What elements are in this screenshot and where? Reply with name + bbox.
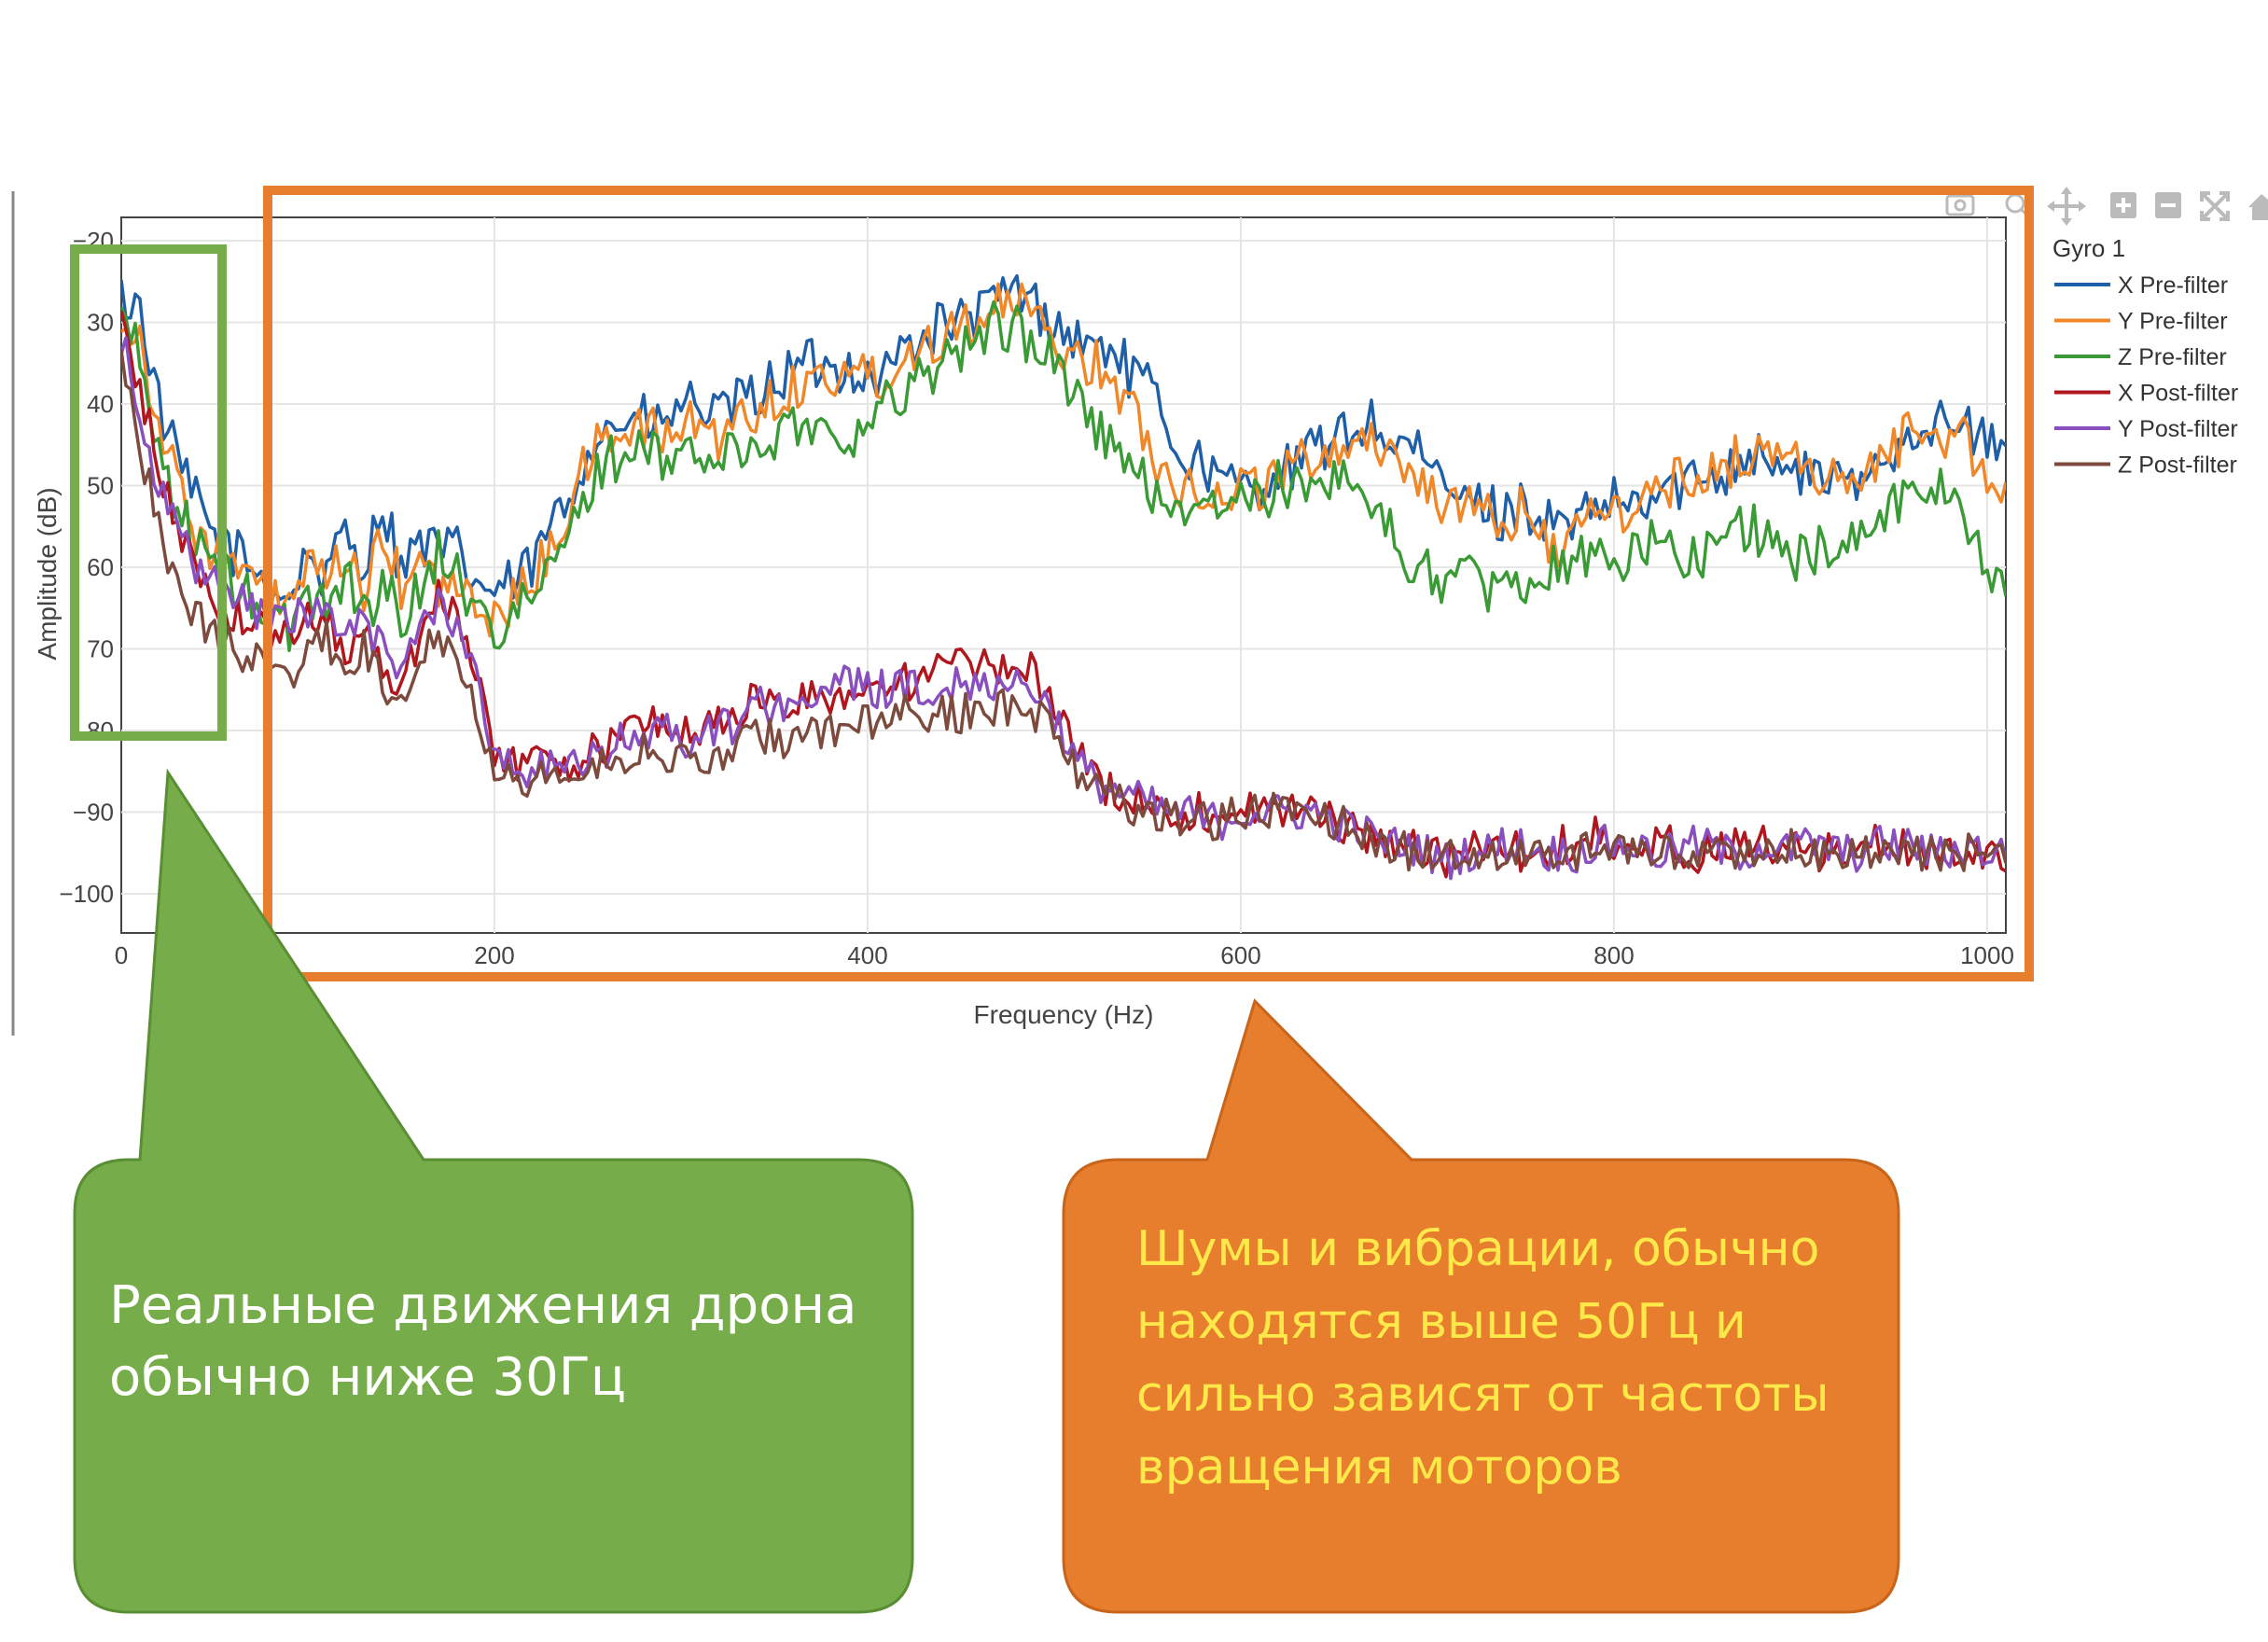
legend-label[interactable]: Z Post-filter bbox=[2118, 452, 2237, 479]
zoom-out-icon[interactable] bbox=[2155, 192, 2181, 218]
legend-title: Gyro 1 bbox=[2052, 234, 2125, 262]
green-callout-shape bbox=[73, 768, 914, 1614]
legend: Gyro 1 X Pre-filter Y Pre-filter Z Pre-fil… bbox=[2052, 234, 2238, 479]
x-tick-labels: 0 200 400 600 800 1000 bbox=[115, 941, 2014, 969]
x-tick-label: 400 bbox=[847, 941, 887, 969]
legend-label[interactable]: Y Post-filter bbox=[2118, 416, 2238, 442]
x-axis-title: Frequency (Hz) bbox=[974, 1000, 1154, 1029]
y-tick-label: 40 bbox=[87, 390, 114, 418]
series-line-z-pre-filter bbox=[121, 299, 2006, 653]
x-tick-label: 0 bbox=[115, 941, 128, 969]
orange-callout: Шумы и вибрации, обычно находятся выше 5… bbox=[1062, 998, 1900, 1614]
chart-toolbar bbox=[1945, 187, 2268, 226]
orange-callout-line1: Шумы и вибрации, обычно bbox=[1136, 1221, 1819, 1277]
legend-label[interactable]: X Post-filter bbox=[2118, 381, 2238, 407]
orange-callout-line3: сильно зависят от частоты bbox=[1136, 1367, 1830, 1423]
y-tick-label: −100 bbox=[59, 880, 114, 908]
y-tick-label: 60 bbox=[87, 553, 114, 581]
zoom-in-icon[interactable] bbox=[2110, 192, 2136, 218]
y-tick-label: 30 bbox=[87, 309, 114, 337]
y-axis-title: Amplitude (dB) bbox=[33, 487, 62, 660]
series-line-x-pre-filter bbox=[121, 273, 2006, 605]
home-icon[interactable] bbox=[2248, 194, 2268, 220]
x-tick-label: 1000 bbox=[1960, 941, 2014, 969]
legend-label[interactable]: Z Pre-filter bbox=[2118, 344, 2227, 370]
x-tick-label: 800 bbox=[1593, 941, 1634, 969]
y-tick-label: 50 bbox=[87, 472, 114, 500]
orange-callout-line4: вращения моторов bbox=[1136, 1440, 1622, 1496]
series-lines bbox=[121, 273, 2006, 881]
pan-icon[interactable] bbox=[2047, 187, 2086, 226]
gridlines bbox=[121, 217, 2006, 933]
green-callout: Реальные движения дрона обычно ниже 30Гц bbox=[73, 768, 914, 1614]
x-tick-label: 200 bbox=[474, 941, 514, 969]
legend-label[interactable]: Y Pre-filter bbox=[2118, 309, 2228, 335]
legend-label[interactable]: X Pre-filter bbox=[2118, 272, 2228, 299]
series-line-z-post-filter bbox=[121, 349, 2006, 872]
y-tick-label: 70 bbox=[87, 635, 114, 663]
low-frequency-highlight-box bbox=[70, 244, 227, 741]
y-tick-label: −90 bbox=[73, 799, 114, 827]
green-callout-line2: обычно ниже 30Гц bbox=[109, 1347, 626, 1408]
green-callout-line1: Реальные движения дрона bbox=[109, 1275, 856, 1336]
legend-items: X Pre-filter Y Pre-filter Z Pre-filter X Po… bbox=[2054, 272, 2238, 479]
orange-callout-shape bbox=[1062, 998, 1900, 1614]
orange-callout-line2: находятся выше 50Гц и bbox=[1136, 1294, 1746, 1350]
autoscale-icon[interactable] bbox=[2200, 191, 2230, 221]
camera-icon[interactable] bbox=[1945, 194, 1975, 216]
high-frequency-highlight-box bbox=[263, 186, 2034, 981]
x-tick-label: 600 bbox=[1220, 941, 1260, 969]
